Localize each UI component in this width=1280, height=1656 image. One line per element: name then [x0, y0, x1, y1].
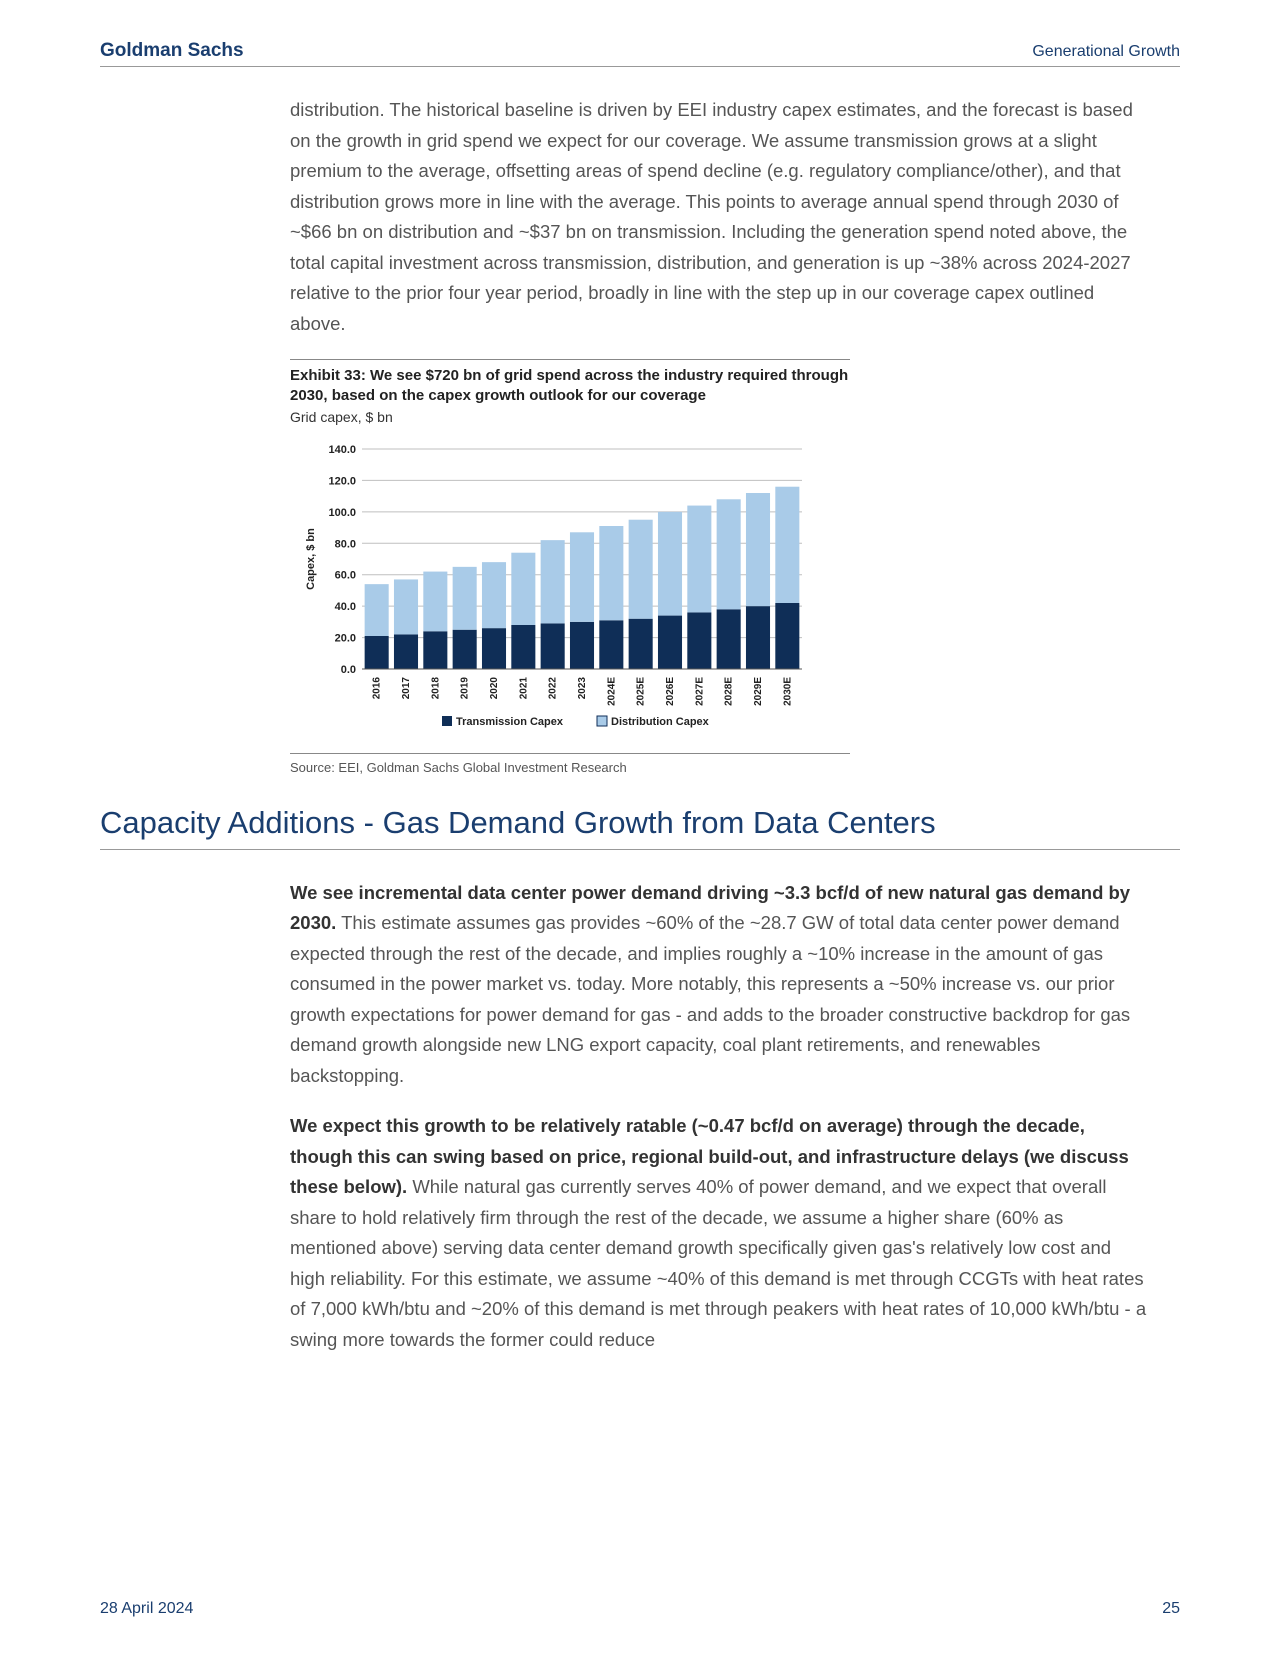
- svg-text:2024E: 2024E: [606, 676, 617, 705]
- svg-text:2030E: 2030E: [782, 676, 793, 705]
- brand: Goldman Sachs: [100, 40, 244, 62]
- exhibit-subtitle: Grid capex, $ bn: [290, 409, 850, 425]
- svg-text:2017: 2017: [401, 676, 412, 699]
- svg-text:2018: 2018: [430, 676, 441, 699]
- svg-text:2023: 2023: [577, 676, 588, 699]
- svg-text:2022: 2022: [548, 676, 559, 699]
- svg-text:0.0: 0.0: [341, 664, 356, 676]
- footer-date: 28 April 2024: [100, 1600, 193, 1618]
- exhibit-source: Source: EEI, Goldman Sachs Global Invest…: [290, 760, 850, 775]
- svg-text:2019: 2019: [460, 676, 471, 699]
- svg-text:60.0: 60.0: [335, 569, 356, 581]
- paragraph-3-rest: While natural gas currently serves 40% o…: [290, 1176, 1146, 1350]
- grid-capex-chart: 0.0 20.0 40.0 60.0 80.0 100.0 120.0 140.0 Capex,…: [290, 439, 812, 749]
- svg-text:40.0: 40.0: [335, 601, 356, 613]
- svg-text:Transmission Capex: Transmission Capex: [456, 716, 564, 728]
- svg-text:2029E: 2029E: [753, 676, 764, 705]
- paragraph-3: We expect this growth to be relatively r…: [290, 1111, 1150, 1355]
- svg-text:140.0: 140.0: [328, 444, 356, 456]
- intro-paragraph: distribution. The historical baseline is…: [290, 95, 1150, 339]
- svg-text:Distribution Capex: Distribution Capex: [611, 716, 710, 728]
- paragraph-2-rest: This estimate assumes gas provides ~60% …: [290, 912, 1130, 1086]
- svg-text:2020: 2020: [489, 676, 500, 699]
- svg-text:80.0: 80.0: [335, 538, 356, 550]
- svg-text:2025E: 2025E: [636, 676, 647, 705]
- svg-text:Capex, $ bn: Capex, $ bn: [305, 527, 317, 589]
- svg-text:2028E: 2028E: [724, 676, 735, 705]
- svg-text:2027E: 2027E: [694, 676, 705, 705]
- footer-page-number: 25: [1162, 1600, 1180, 1618]
- document-title: Generational Growth: [1032, 43, 1180, 61]
- svg-text:120.0: 120.0: [328, 475, 356, 487]
- paragraph-2: We see incremental data center power dem…: [290, 878, 1150, 1092]
- svg-text:100.0: 100.0: [328, 506, 356, 518]
- svg-text:2016: 2016: [372, 676, 383, 699]
- page-header: Goldman Sachs Generational Growth: [100, 40, 1180, 67]
- svg-text:20.0: 20.0: [335, 632, 356, 644]
- svg-text:2021: 2021: [518, 676, 529, 699]
- svg-text:2026E: 2026E: [665, 676, 676, 705]
- exhibit-33: Exhibit 33: We see $720 bn of grid spend…: [290, 359, 850, 775]
- section-heading: Capacity Additions - Gas Demand Growth f…: [100, 805, 1180, 850]
- page-footer: 28 April 2024 25: [100, 1600, 1180, 1618]
- exhibit-title: Exhibit 33: We see $720 bn of grid spend…: [290, 366, 850, 407]
